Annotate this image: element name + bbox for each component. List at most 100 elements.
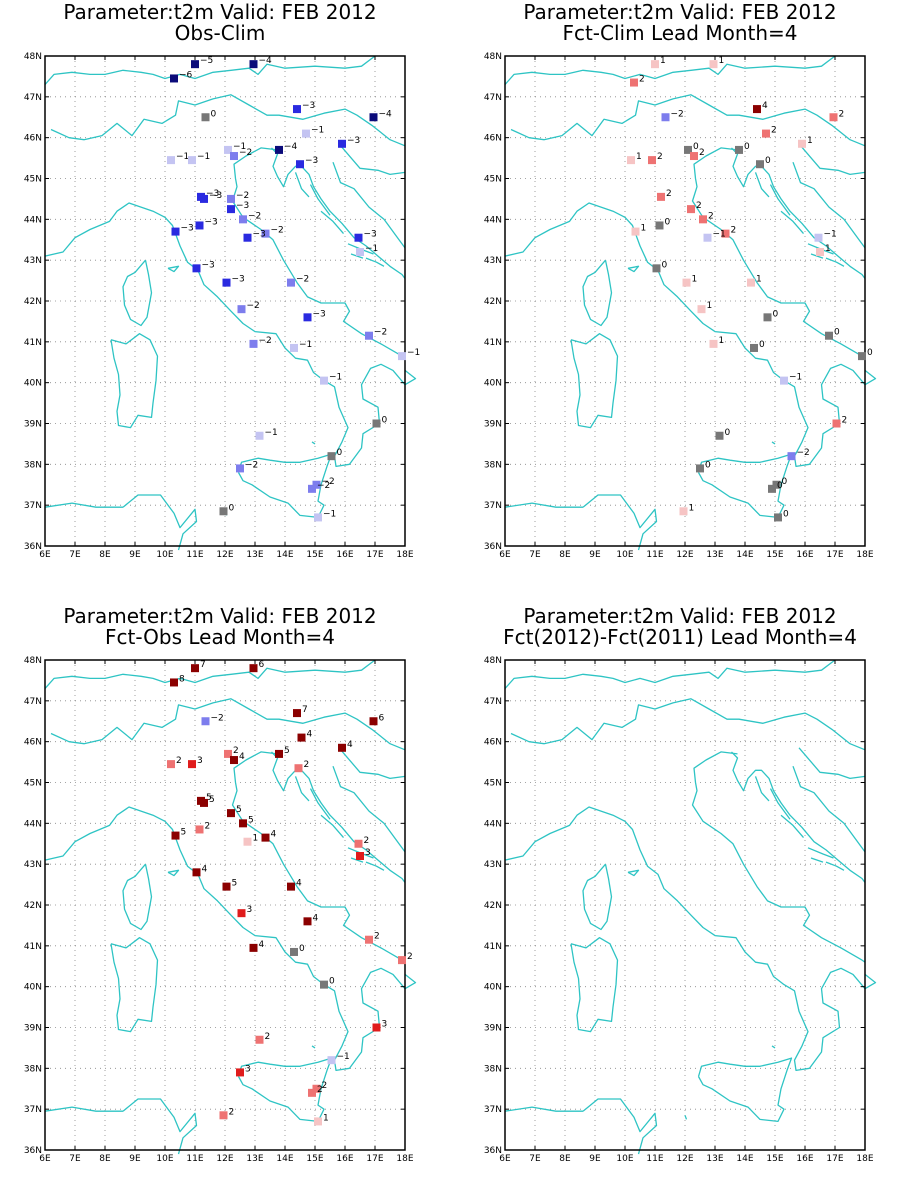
station-marker xyxy=(832,419,841,428)
station-marker xyxy=(338,139,346,148)
station-value-label: 0 xyxy=(382,416,388,426)
station-marker xyxy=(354,233,363,242)
coastline-segment xyxy=(309,184,331,216)
coastline-segment xyxy=(807,847,834,859)
station-value-label: −3 xyxy=(302,101,315,111)
station-markers: −5 −4−60−3−4−1−4−3−1−2−3−1 −1−3−3 −2−3−2−2−… xyxy=(167,56,420,522)
lat-tick-label: 47N xyxy=(24,697,42,707)
station-value-label: −1 xyxy=(337,1052,350,1062)
station-marker xyxy=(249,664,258,673)
coastline-segment xyxy=(769,788,791,820)
station-value-label: 5 xyxy=(236,805,242,815)
lon-tick-label: 14E xyxy=(276,550,293,560)
station-marker xyxy=(338,743,346,752)
station-value-label: 2 xyxy=(304,760,310,770)
coastline-segment xyxy=(294,172,310,198)
lat-tick-label: 37N xyxy=(24,1105,42,1115)
lat-tick-label: 43N xyxy=(24,860,42,870)
station-value-label: 0 xyxy=(662,260,668,270)
station-value-label: 1 xyxy=(323,1113,329,1123)
station-marker xyxy=(255,1035,264,1044)
lon-tick-label: 16E xyxy=(796,550,813,560)
station-value-label: 0 xyxy=(783,509,789,519)
lon-tick-label: 8E xyxy=(559,550,571,560)
station-marker xyxy=(327,452,336,461)
lon-tick-label: 7E xyxy=(69,1154,81,1164)
station-marker xyxy=(192,264,201,273)
station-marker xyxy=(191,664,199,673)
station-value-label: −2 xyxy=(317,481,330,491)
lon-tick-label: 10E xyxy=(616,550,633,560)
station-value-label: 1 xyxy=(719,56,725,66)
station-value-label: −5 xyxy=(200,56,213,66)
station-marker xyxy=(314,513,322,522)
station-marker xyxy=(314,1117,322,1126)
axis-ticks: 6E 7E 8E 9E 10E 11E 12E 13E 14E 15E 16E 17E 18E36N37… xyxy=(24,656,414,1164)
coastline-segment xyxy=(110,937,159,1033)
coastline-segment xyxy=(122,259,153,327)
coastline-segment xyxy=(731,147,866,279)
lon-tick-label: 12E xyxy=(216,1154,233,1164)
station-marker xyxy=(222,882,231,891)
lon-tick-label: 15E xyxy=(306,550,323,560)
lon-tick-label: 10E xyxy=(156,1154,173,1164)
station-marker xyxy=(697,305,706,314)
station-value-label: 4 xyxy=(202,864,208,874)
map-plot: 6E 7E 8E 9E 10E 11E 12E 13E 14E 15E 16E 17E 18E 36N 37… xyxy=(484,52,877,560)
station-marker xyxy=(219,507,228,516)
station-marker xyxy=(652,264,661,273)
station-value-label: 6 xyxy=(259,660,265,670)
lat-tick-label: 42N xyxy=(24,297,42,307)
station-value-label: 2 xyxy=(265,1032,271,1042)
station-marker xyxy=(679,507,688,516)
coastline-segment xyxy=(504,806,877,1072)
station-value-label: 2 xyxy=(205,821,211,831)
station-marker xyxy=(294,764,303,773)
station-value-label: 6 xyxy=(379,713,385,723)
station-marker xyxy=(293,709,301,718)
station-value-label: 4 xyxy=(296,879,302,889)
coastline-segment xyxy=(792,765,866,853)
lon-tick-label: 7E xyxy=(69,550,81,560)
coastline-segment xyxy=(510,94,866,147)
station-value-label: −3 xyxy=(313,309,326,319)
station-value-label: −2 xyxy=(239,148,252,158)
station-value-label: 3 xyxy=(245,1064,251,1074)
lon-tick-label: 17E xyxy=(366,1154,383,1164)
station-marker xyxy=(814,233,823,242)
station-marker xyxy=(703,233,712,242)
station-marker xyxy=(261,833,270,842)
axis-ticks: 6E 7E 8E 9E 10E 11E 12E 13E 14E 15E 16E 17E 18E36N37… xyxy=(484,52,874,560)
station-marker xyxy=(398,352,406,361)
station-marker xyxy=(365,935,373,944)
coastline-segment xyxy=(231,147,406,359)
lat-tick-label: 43N xyxy=(484,256,502,266)
coastline-segment xyxy=(122,494,198,551)
coastline-segment xyxy=(237,453,333,519)
lon-tick-label: 10E xyxy=(156,550,173,560)
station-marker xyxy=(369,717,378,726)
station-value-label: −2 xyxy=(671,109,684,119)
lon-tick-label: 9E xyxy=(589,550,601,560)
station-marker xyxy=(303,313,312,322)
station-marker xyxy=(237,909,246,918)
station-value-label: −1 xyxy=(407,348,420,358)
panel-title: Parameter:t2m Valid: FEB 2012 xyxy=(523,604,837,628)
coastline-segment xyxy=(810,253,824,259)
coastline-segment xyxy=(684,1115,688,1120)
station-value-label: 2 xyxy=(317,1085,323,1095)
station-value-label: 8 xyxy=(179,674,185,684)
station-value-label: 1 xyxy=(253,834,259,844)
station-value-label: −1 xyxy=(299,340,312,350)
station-marker xyxy=(858,352,866,361)
station-marker xyxy=(699,215,707,224)
station-value-label: 0 xyxy=(299,944,305,954)
station-value-label: 4 xyxy=(259,940,265,950)
station-value-label: 0 xyxy=(744,142,750,152)
station-marker xyxy=(227,809,235,818)
lon-tick-label: 12E xyxy=(676,1154,693,1164)
station-value-label: 0 xyxy=(773,309,779,319)
lon-tick-label: 12E xyxy=(676,550,693,560)
station-value-label: 2 xyxy=(696,201,702,211)
station-value-label: 7 xyxy=(302,705,308,715)
